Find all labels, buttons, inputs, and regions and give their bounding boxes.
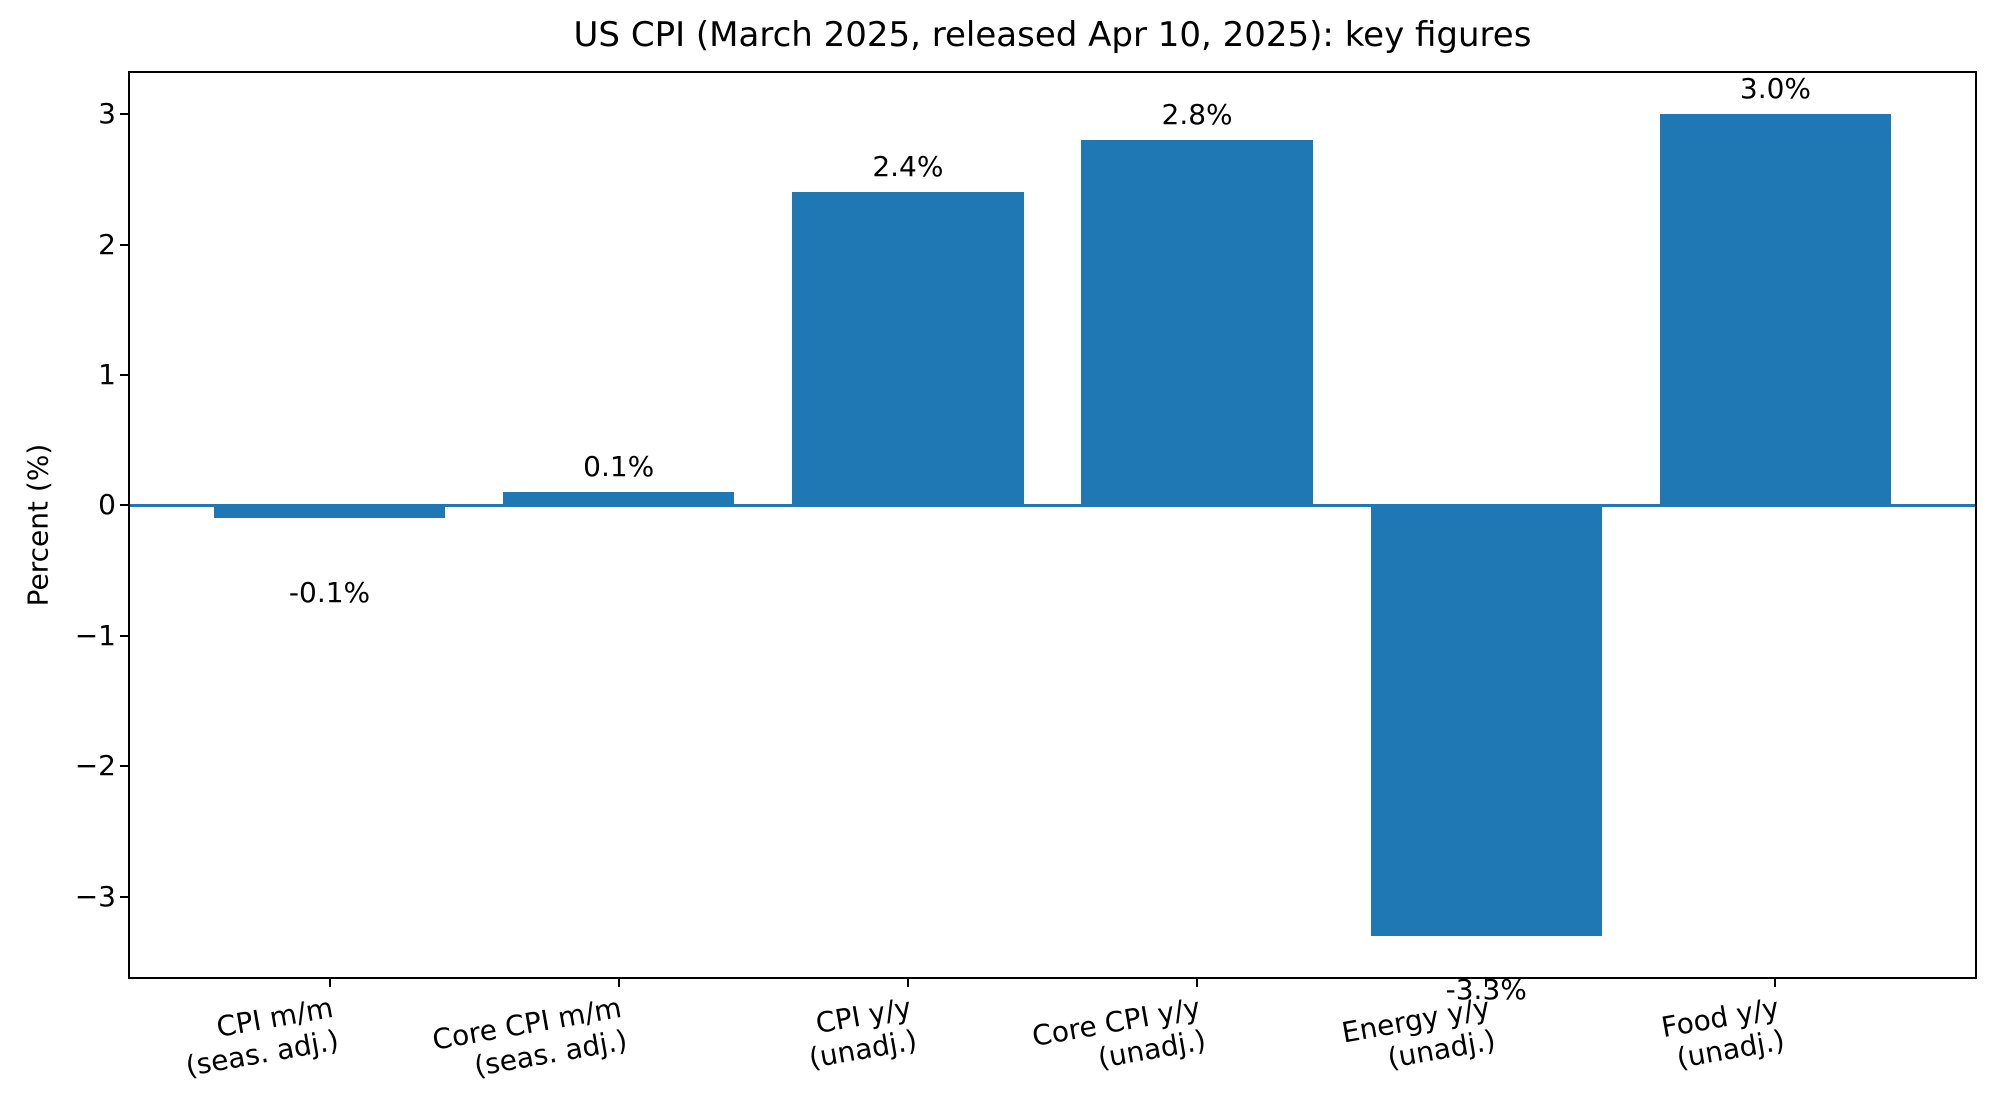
y-tick-mark — [120, 373, 130, 376]
y-tick-label: 3 — [98, 97, 116, 131]
y-tick-label: 0 — [98, 488, 116, 522]
bar-3 — [792, 192, 1024, 506]
x-tick-mark — [617, 977, 620, 987]
x-tick-label: Core CPI m/m (seas. adj.) — [430, 991, 630, 1089]
y-tick-label: −3 — [74, 879, 116, 913]
zero-line — [130, 503, 1975, 507]
bar-value-label: 2.4% — [872, 150, 944, 184]
bar-value-label: 3.0% — [1739, 72, 1812, 106]
x-tick-mark — [1774, 977, 1777, 987]
x-tick-mark — [328, 977, 331, 987]
bar-1 — [213, 505, 446, 519]
bar-value-label: -0.1% — [288, 576, 371, 610]
x-tick-label: Energy y/y (unadj.) — [1339, 991, 1498, 1082]
x-tick-label: Core CPI y/y (unadj.) — [1030, 991, 1209, 1085]
y-tick-mark — [120, 113, 130, 116]
bar-2 — [503, 492, 735, 506]
y-tick-mark — [120, 504, 130, 507]
y-tick-label: −1 — [74, 618, 116, 652]
x-tick-mark — [906, 977, 909, 987]
x-tick-label: Food y/y (unadj.) — [1659, 991, 1787, 1077]
bar-5 — [1370, 505, 1602, 936]
chart-title: US CPI (March 2025, released Apr 10, 202… — [573, 15, 1532, 55]
bar-6 — [1659, 114, 1892, 506]
x-tick-mark — [1196, 977, 1199, 987]
y-axis-label: Percent (%) — [21, 443, 55, 607]
y-tick-label: 1 — [98, 357, 116, 391]
y-tick-label: 2 — [98, 227, 116, 261]
bar-4 — [1081, 140, 1313, 506]
plot-area — [130, 73, 1975, 977]
bar-value-label: 2.8% — [1161, 98, 1233, 132]
x-tick-mark — [1485, 977, 1488, 987]
y-tick-mark — [120, 895, 130, 898]
y-tick-mark — [120, 634, 130, 637]
y-tick-mark — [120, 243, 130, 246]
y-tick-label: −2 — [74, 749, 116, 783]
x-tick-label: CPI m/m (seas. adj.) — [177, 991, 341, 1083]
y-tick-mark — [120, 765, 130, 768]
x-tick-label: CPI y/y (unadj.) — [801, 991, 919, 1075]
bar-value-label: 0.1% — [583, 450, 655, 484]
